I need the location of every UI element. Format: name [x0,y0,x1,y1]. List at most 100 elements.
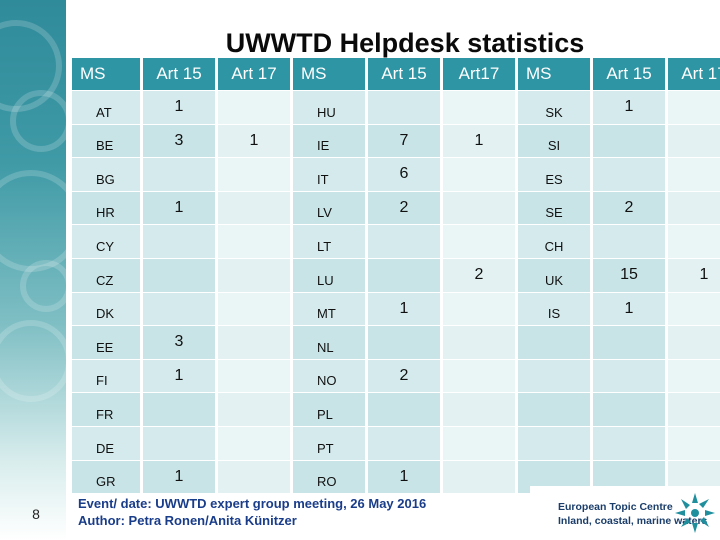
value-cell [218,426,290,460]
etc-wave-logo-icon [675,493,715,533]
value-cell [143,258,215,292]
ms-cell: SI [518,124,590,158]
ms-cell: MT [293,292,365,326]
footer-author: Author: Petra Ronen/Anita Künitzer [78,513,297,528]
header-ms-1: MS [72,58,140,90]
ms-cell: PT [293,426,365,460]
value-cell [443,393,515,426]
ms-cell: UK [518,258,590,292]
ms-cell: DE [72,426,140,460]
value-cell [443,426,515,460]
header-art17-1: Art 17 [218,58,290,90]
value-cell [668,91,720,124]
ms-cell [518,359,590,393]
value-cell: 2 [368,359,440,393]
value-cell: 2 [443,258,515,292]
ms-cell: BG [72,158,140,191]
etc-logo-text: European Topic Centre Inland, coastal, m… [558,500,707,528]
ms-cell: SK [518,91,590,124]
ms-cell: NO [293,359,365,393]
header-art17-3: Art 17 [668,58,720,90]
value-cell [668,124,720,158]
value-cell: 1 [143,460,215,494]
ms-cell: EE [72,326,140,359]
footer-event: Event/ date: UWWTD expert group meeting,… [78,496,427,511]
ms-cell: GR [72,460,140,494]
value-cell [668,326,720,359]
page-title: UWWTD Helpdesk statistics [225,28,585,58]
ms-cell: NL [293,326,365,359]
value-cell: 1 [143,191,215,225]
value-cell [218,326,290,359]
value-cell: 2 [593,191,665,225]
value-cell [443,158,515,191]
value-cell [218,460,290,494]
value-cell: 1 [668,258,720,292]
value-cell: 2 [368,191,440,225]
decorative-sidebar [0,0,66,540]
header-ms-2: MS [293,58,365,90]
ms-cell [518,426,590,460]
value-cell [218,158,290,191]
value-cell [143,292,215,326]
value-cell [218,292,290,326]
value-cell: 1 [143,359,215,393]
etc-logo-line1: European Topic Centre [558,501,673,513]
value-cell [668,292,720,326]
value-cell [443,460,515,494]
value-cell [668,426,720,460]
value-cell: 1 [443,124,515,158]
statistics-table: MS Art 15 Art 17 MS Art 15 Art17 MS Art … [72,58,720,494]
value-cell: 7 [368,124,440,158]
value-cell [143,393,215,426]
value-cell [443,91,515,124]
value-cell [143,158,215,191]
ms-cell: HR [72,191,140,225]
ms-cell: IT [293,158,365,191]
value-cell: 1 [593,91,665,124]
value-cell [593,225,665,258]
ms-cell: ES [518,158,590,191]
value-cell [218,258,290,292]
ms-cell: LU [293,258,365,292]
header-art15-2: Art 15 [368,58,440,90]
value-cell [218,393,290,426]
value-cell: 1 [143,91,215,124]
ms-cell: BE [72,124,140,158]
value-cell [443,292,515,326]
value-cell [443,191,515,225]
value-cell: 1 [368,460,440,494]
ms-cell: FR [72,393,140,426]
value-cell: 3 [143,124,215,158]
ms-cell [518,326,590,359]
value-cell [368,91,440,124]
ms-cell: DK [72,292,140,326]
ms-cell: CY [72,225,140,258]
value-cell [218,191,290,225]
ms-cell: FI [72,359,140,393]
value-cell: 15 [593,258,665,292]
value-cell [593,393,665,426]
value-cell [368,258,440,292]
ms-cell: IE [293,124,365,158]
value-cell [668,191,720,225]
ms-cell: CH [518,225,590,258]
value-cell [593,326,665,359]
value-cell [218,91,290,124]
value-cell [593,359,665,393]
header-art17-2: Art17 [443,58,515,90]
footer-info: Event/ date: UWWTD expert group meeting,… [78,495,426,529]
value-cell [668,225,720,258]
value-cell [143,426,215,460]
value-cell: 1 [218,124,290,158]
ms-cell: RO [293,460,365,494]
ms-cell: PL [293,393,365,426]
ms-cell: LV [293,191,365,225]
value-cell [218,359,290,393]
header-ms-3: MS [518,58,590,90]
value-cell [218,225,290,258]
ms-cell: SE [518,191,590,225]
page-number: 8 [32,506,40,522]
value-cell: 1 [368,292,440,326]
etc-logo-block: European Topic Centre Inland, coastal, m… [530,486,720,540]
